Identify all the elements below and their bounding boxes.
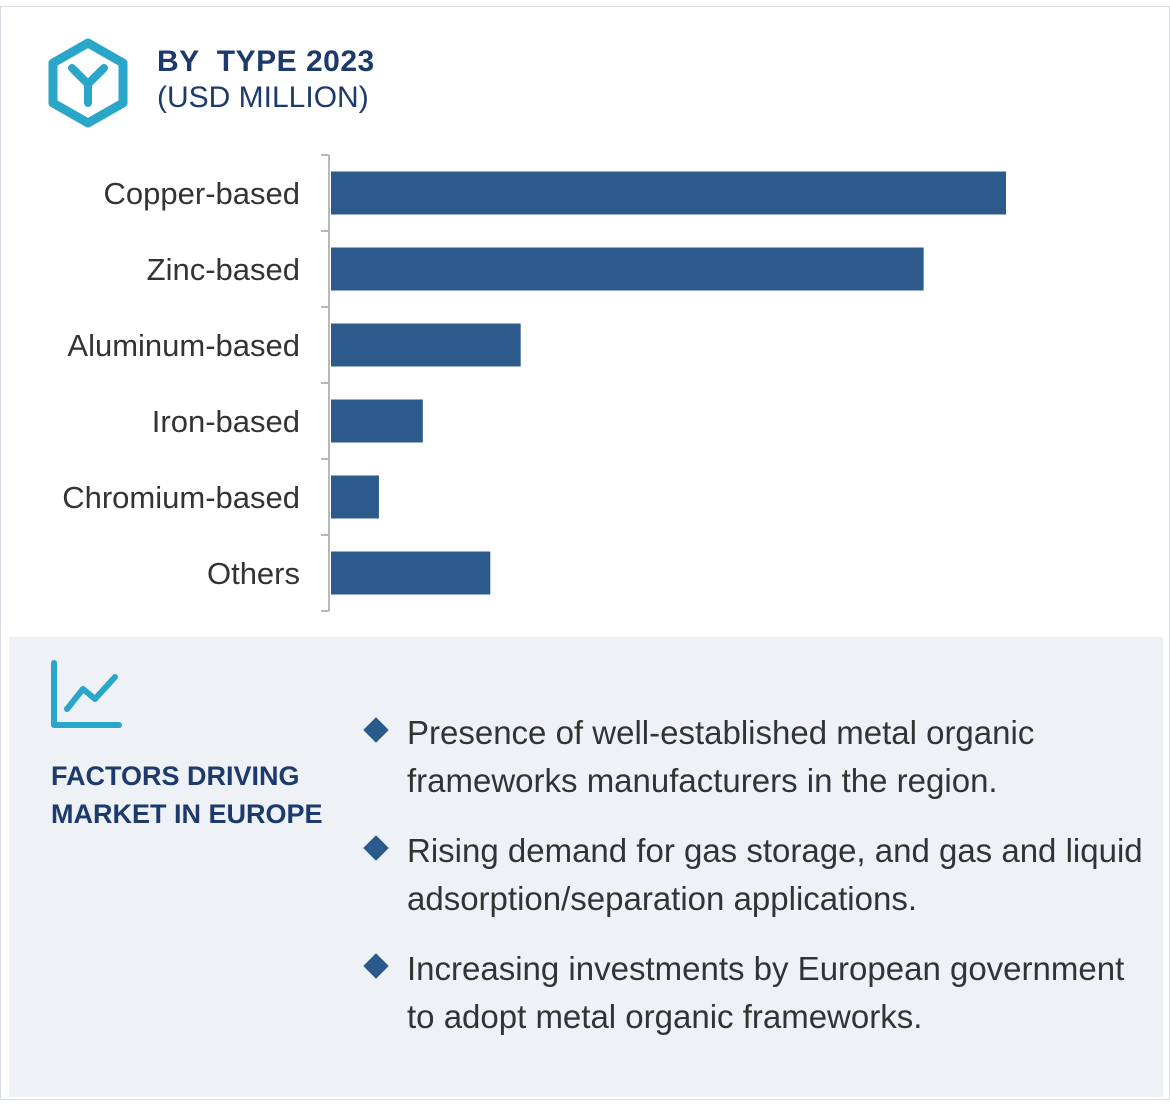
factor-item: Rising demand for gas storage, and gas a…: [359, 827, 1149, 923]
category-label: Iron-based: [152, 404, 300, 439]
bar-copper-based: [331, 171, 1006, 215]
card-frame: BY TYPE 2023 (USD MILLION) Copper-based Z…: [0, 6, 1170, 1100]
factor-text: Increasing investments by European gover…: [407, 950, 1125, 1035]
chart-subtitle: (USD MILLION): [157, 81, 369, 114]
bar-chart: Copper-based Zinc-based Aluminum-based Iron…: [62, 154, 1006, 612]
category-label: Aluminum-based: [67, 328, 300, 363]
diamond-bullet-icon: [363, 835, 389, 861]
bar-aluminum-based: [331, 323, 521, 367]
bar-others: [331, 551, 491, 595]
diamond-bullet-icon: [363, 953, 389, 979]
chart-title: BY TYPE 2023: [157, 45, 375, 78]
factors-heading: FACTORS DRIVING MARKET IN EUROPE: [51, 761, 323, 829]
diamond-bullet-icon: [363, 717, 389, 743]
bar-zinc-based: [331, 247, 924, 291]
factors-panel: FACTORS DRIVING MARKET IN EUROPE Presenc…: [9, 637, 1163, 1097]
factors-list: Presence of well-established metal organ…: [359, 709, 1149, 1063]
category-label: Chromium-based: [62, 480, 300, 515]
bar-iron-based: [331, 399, 423, 443]
bar-chromium-based: [331, 475, 379, 519]
factor-item: Presence of well-established metal organ…: [359, 709, 1149, 805]
trend-line-chart-icon: [51, 660, 122, 728]
factor-text: Rising demand for gas storage, and gas a…: [407, 832, 1143, 917]
factor-text: Presence of well-established metal organ…: [407, 714, 1035, 799]
category-label: Zinc-based: [147, 252, 300, 287]
category-label: Copper-based: [104, 176, 300, 211]
hexagon-y-logo-icon: [48, 38, 128, 128]
factor-item: Increasing investments by European gover…: [359, 945, 1149, 1041]
category-label: Others: [207, 556, 300, 591]
